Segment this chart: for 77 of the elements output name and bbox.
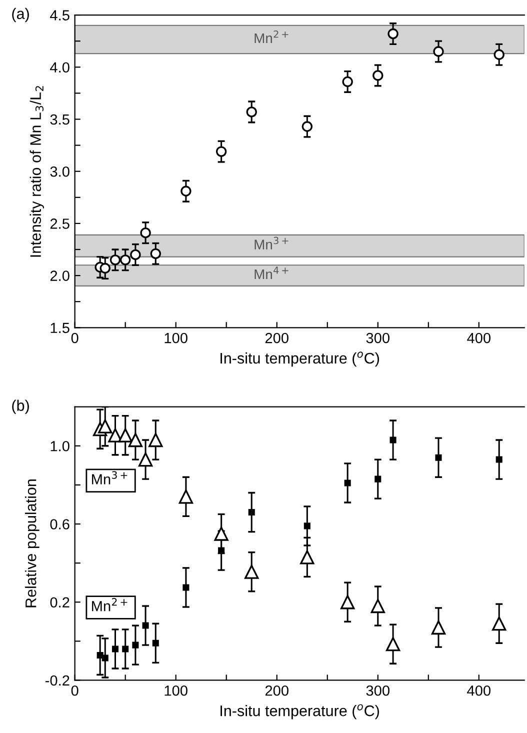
point [118,428,132,442]
point [216,146,227,157]
point [388,28,398,40]
series-label: Mn$^{2+}$ [92,598,128,612]
point [132,642,139,648]
chart-title: (a) [12,8,29,22]
x-tick-label: 200 [265,685,288,696]
point [344,480,351,486]
point [140,227,151,238]
point [342,76,353,88]
band-label: Mn$^{4+}$ [254,266,288,280]
point [340,595,355,610]
point [246,106,257,118]
point [372,70,384,81]
y-tick-label: 2.0 [50,270,70,281]
point [182,584,190,591]
point [152,640,159,646]
x-tick-label: 400 [467,685,491,696]
point [96,652,104,658]
point [300,550,314,564]
point [110,254,121,266]
x-tick-label: 300 [366,685,390,696]
point [214,526,228,541]
point [374,476,382,482]
point [390,436,396,444]
x-tick-label: 300 [366,332,390,344]
point [433,46,444,57]
y-tick-label: 4.5 [50,10,70,20]
point [386,637,400,652]
point [128,432,143,448]
point [148,432,163,448]
point [431,620,446,635]
point [120,254,131,266]
x-tick-label: 0 [71,685,78,696]
point [122,646,129,652]
x-tick-label: 400 [467,332,491,344]
y-axis-title: Relative population [25,480,40,608]
y-tick-label: 3.5 [50,114,70,125]
point [130,249,141,260]
point [108,428,122,442]
point [138,452,153,467]
x-tick-label: 200 [265,332,288,344]
band-label: Mn$^{3+}$ [254,236,288,250]
point [248,509,255,516]
point [492,616,506,631]
y-tick-label: 3.0 [50,166,70,177]
point [100,262,110,274]
x-tick-label: 0 [71,332,78,344]
point [494,49,504,60]
point [244,564,259,579]
y-tick-label: 0.2 [50,597,70,608]
point [112,646,119,652]
x-axis-title: In-situ temperature ($^{o}$C) [220,704,379,720]
band-label: Mn$^{2+}$ [254,30,288,43]
chart-title: (b) [12,400,29,414]
point [142,622,149,629]
series-label: Mn$^{3+}$ [92,471,128,484]
y-tick-label: 4.0 [50,62,70,73]
x-tick-label: 100 [164,685,188,696]
point [435,454,442,461]
y-axis-title: Intensity ratio of Mn L$_{3}$/L$_{2}$ [30,86,44,257]
y-tick-label: 0.6 [50,519,70,530]
point [302,121,313,132]
y-tick-label: -0.2 [45,675,70,686]
point [98,419,112,434]
point [102,654,108,662]
x-axis-title: In-situ temperature ($^{o}$C) [220,352,379,367]
point [304,522,310,530]
y-tick-label: 1.5 [50,322,70,334]
point [496,456,502,463]
point [180,186,192,196]
y-tick-label: 1.0 [50,440,70,452]
x-tick-label: 100 [164,332,188,344]
point [370,598,385,614]
y-tick-label: 2.5 [50,218,70,229]
point [178,490,194,504]
point [150,248,161,260]
